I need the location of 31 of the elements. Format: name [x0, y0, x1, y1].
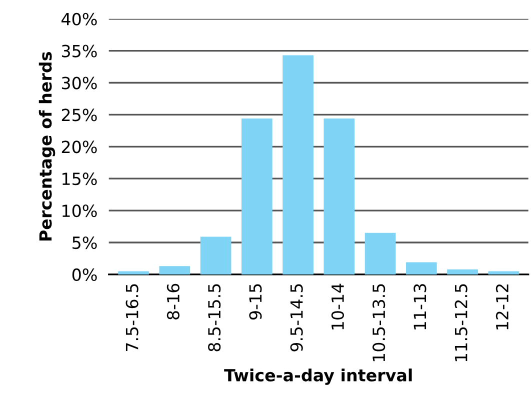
- x-tick-label: 7.5-16.5: [126, 284, 138, 352]
- x-tick-label: 11.5-12.5: [454, 284, 468, 362]
- bar: [159, 266, 190, 274]
- y-tick-label: 35%: [62, 44, 97, 58]
- bar: [324, 118, 355, 274]
- bar: [282, 55, 314, 274]
- bar: [406, 262, 437, 274]
- bar: [364, 232, 396, 274]
- y-tick-label: 5%: [72, 236, 97, 250]
- x-axis-title: Twice-a-day interval: [224, 368, 412, 385]
- y-tick-label: 10%: [62, 204, 97, 218]
- y-tick-label: 25%: [62, 108, 97, 122]
- y-tick-label: 0%: [72, 268, 97, 282]
- y-tick-label: 30%: [62, 76, 97, 90]
- y-tick-label: 40%: [62, 12, 97, 26]
- x-tick-label: 12-12: [496, 284, 508, 330]
- x-tick-label: 11-13: [414, 284, 426, 330]
- x-tick-label: 10-14: [331, 284, 344, 330]
- x-tick-label: 9-15: [249, 284, 262, 320]
- bar: [200, 236, 232, 274]
- bar: [447, 269, 478, 274]
- bar: [118, 271, 149, 274]
- y-tick-label: 20%: [62, 140, 97, 154]
- y-axis-title: Percentage of herds: [38, 52, 56, 241]
- x-tick-label: 8-16: [166, 284, 180, 320]
- x-tick-label: 10.5-13.5: [372, 284, 386, 362]
- bar: [241, 118, 272, 274]
- bar: [488, 271, 520, 274]
- x-tick-label: 9.5-14.5: [290, 284, 303, 352]
- x-tick-label: 8.5-15.5: [208, 284, 221, 352]
- y-tick-label: 15%: [62, 172, 97, 186]
